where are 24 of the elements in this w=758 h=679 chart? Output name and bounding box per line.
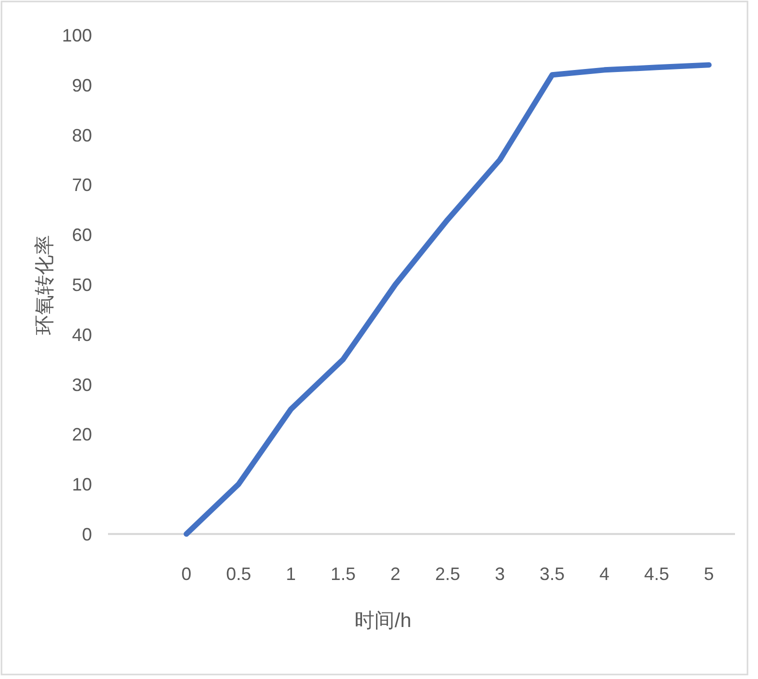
x-tick-label: 4 [599,564,610,584]
y-tick-label: 100 [62,26,92,46]
x-tick-label: 5 [704,564,714,584]
x-tick-label: 2 [390,564,400,584]
x-tick-label: 3 [494,564,505,584]
x-tick-label: 1.5 [330,564,356,584]
x-tick-label: 3.5 [540,564,565,584]
y-tick-label: 30 [72,374,92,395]
y-tick-label: 20 [72,424,92,445]
x-tick-label: 2.5 [435,564,460,584]
y-tick-label: 90 [72,75,92,96]
y-tick-label: 60 [72,225,92,246]
y-tick-label: 80 [72,125,92,146]
x-tick-label: 0.5 [226,564,252,584]
y-title: 环氧转化率 [34,235,56,335]
x-tick-label: 1 [286,564,296,584]
y-tick-label: 50 [72,275,92,295]
y-tick-label: 70 [72,175,92,196]
x-tick-label: 0 [181,564,192,584]
y-tick-label: 40 [72,324,92,345]
x-title: 时间/h [354,610,412,632]
y-tick-label: 0 [82,524,92,544]
y-tick-label: 10 [72,474,92,495]
x-tick-label: 4.5 [644,564,670,584]
